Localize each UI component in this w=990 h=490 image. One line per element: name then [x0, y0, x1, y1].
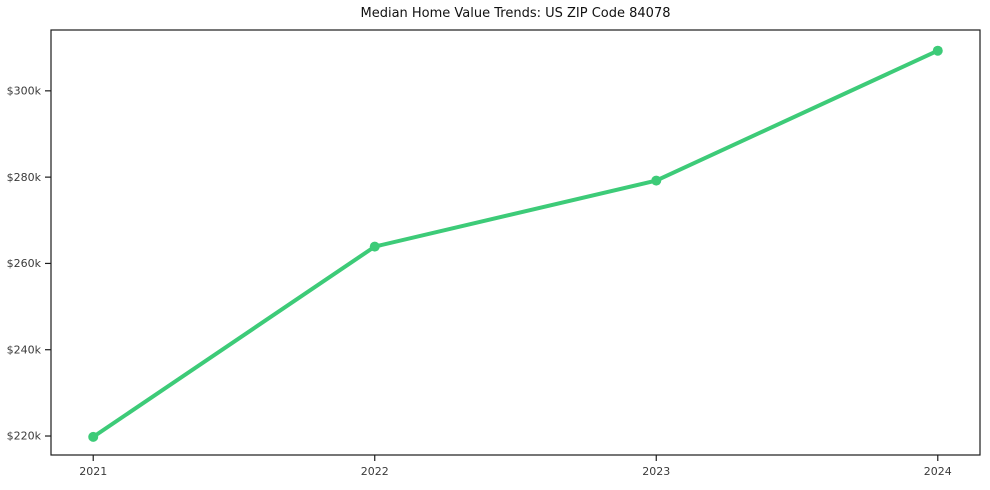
y-tick-label: $280k — [7, 171, 42, 184]
x-tick-label: 2024 — [924, 465, 952, 478]
trend-line — [91, 48, 940, 439]
plot-border — [50, 29, 981, 456]
data-point — [932, 45, 943, 56]
chart-title: Median Home Value Trends: US ZIP Code 84… — [360, 6, 671, 21]
x-tick-label: 2022 — [361, 465, 389, 478]
y-tick-label: $220k — [7, 430, 42, 443]
x-tick-label: 2023 — [642, 465, 670, 478]
y-tick-label: $300k — [7, 84, 42, 97]
y-tick-label: $260k — [7, 257, 42, 270]
data-point — [88, 431, 99, 442]
data-point — [651, 175, 662, 186]
y-tick-label: $240k — [7, 343, 42, 356]
x-tick-label: 2021 — [79, 465, 107, 478]
data-point — [369, 241, 380, 252]
